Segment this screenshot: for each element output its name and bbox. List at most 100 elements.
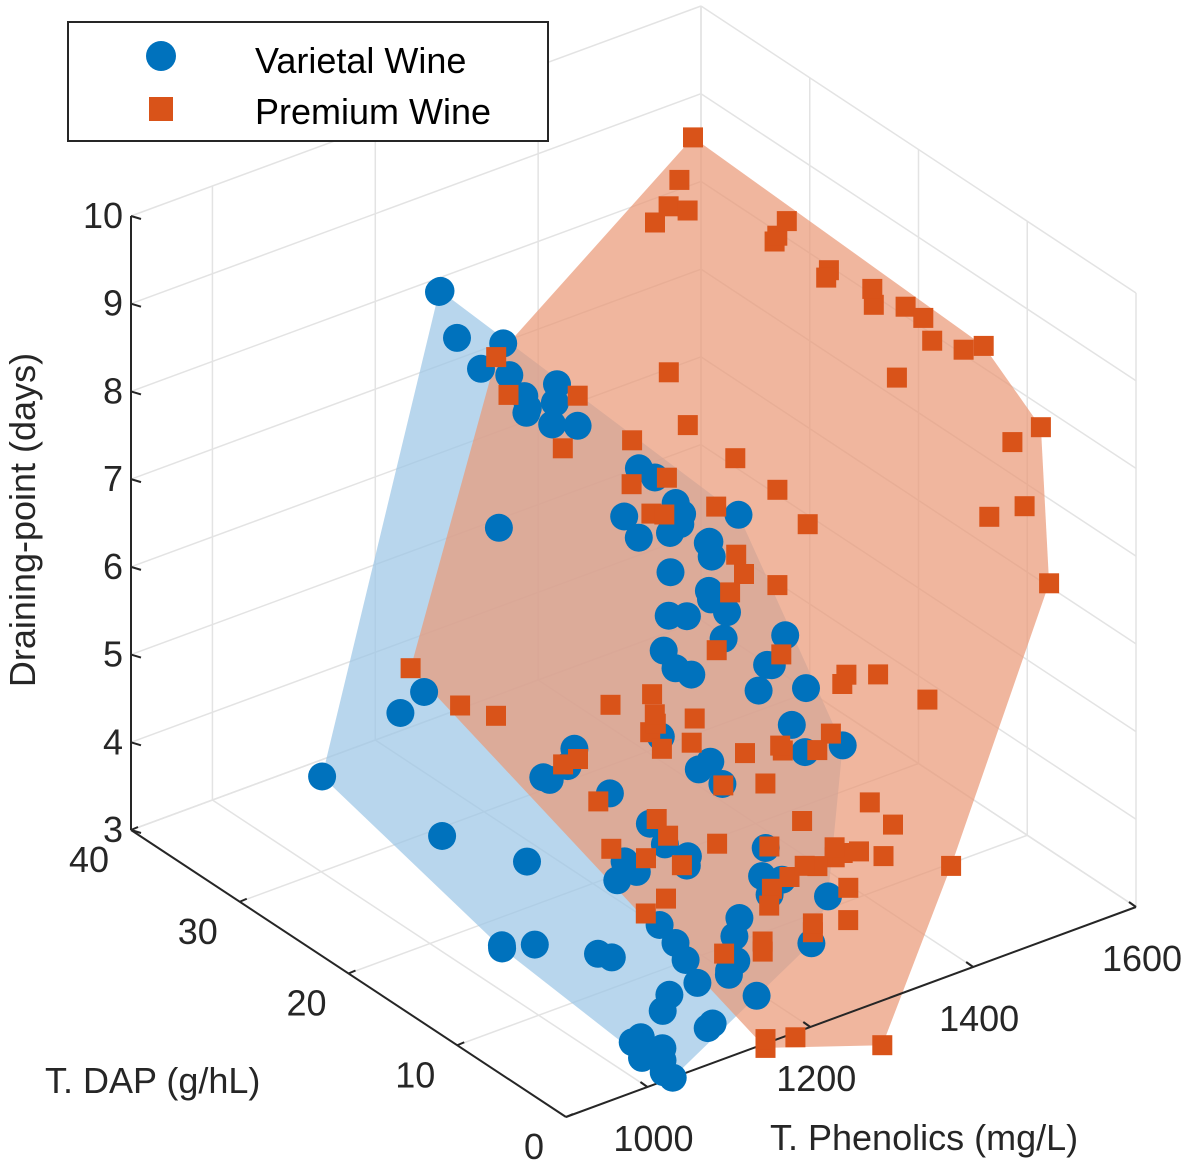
varietal-point [693, 529, 722, 557]
x-tick-label: 30 [178, 911, 218, 952]
z-tick-label: 6 [103, 546, 123, 587]
varietal-point [683, 968, 712, 997]
tick-labels: 3 4 5 6 7 8 9 10 0 10 20 30 40 1000 1200 1400 1600 [69, 195, 1182, 1167]
varietal-point [724, 500, 753, 529]
varietal-point [684, 755, 713, 784]
varietal-point [428, 822, 457, 850]
y-tick-mark [802, 1021, 811, 1028]
premium-point [658, 362, 679, 383]
premium-point [883, 814, 903, 835]
varietal-point [792, 674, 820, 703]
premium-point [684, 708, 705, 729]
varietal-point [814, 882, 842, 911]
z-tick-label: 10 [83, 195, 123, 236]
premium-point [568, 749, 588, 769]
z-tick-mark [130, 478, 142, 484]
varietal-point [655, 980, 684, 1009]
premium-point [917, 689, 938, 710]
premium-point [979, 506, 1000, 527]
premium-point [600, 694, 621, 715]
varietal-point [777, 710, 806, 739]
premium-point [820, 723, 841, 744]
varietal-point [648, 1046, 677, 1075]
premium-point [683, 127, 703, 148]
x-tick-label: 20 [286, 983, 326, 1024]
premium-point [872, 1035, 893, 1056]
varietal-point [656, 558, 685, 587]
points-layer [308, 127, 1060, 1092]
premium-point [816, 267, 837, 288]
premium-point [859, 792, 880, 813]
premium-point [486, 347, 507, 368]
x-tick-mark [239, 897, 248, 903]
varietal-point [672, 602, 701, 631]
premium-point [567, 385, 588, 406]
premium-point [953, 339, 974, 360]
premium-point [913, 307, 934, 328]
premium-point [824, 837, 845, 858]
premium-point [838, 877, 859, 898]
premium-point [802, 913, 823, 934]
premium-point [713, 775, 734, 796]
varietal-point [513, 847, 541, 876]
x-tick-mark [456, 1041, 465, 1047]
premium-point [486, 705, 506, 726]
premium-point [622, 430, 643, 451]
varietal-point [698, 1009, 727, 1038]
premium-point [707, 833, 728, 854]
premium-point [681, 732, 702, 753]
premium-point [621, 474, 642, 495]
y-tick-mark [965, 961, 974, 968]
y-tick-label: 1400 [939, 998, 1019, 1039]
premium-point [658, 196, 679, 217]
varietal-point [513, 394, 542, 422]
premium-point [849, 841, 869, 862]
varietal-point [694, 576, 723, 605]
z-tick-mark [130, 215, 142, 220]
premium-point [677, 200, 698, 221]
x-tick-mark [348, 969, 356, 975]
premium-point [755, 1029, 776, 1050]
varietal-point [744, 676, 773, 705]
x-tick-label: 40 [69, 839, 109, 880]
premium-point [656, 467, 677, 488]
z-tick-mark [130, 390, 142, 396]
varietal-point [443, 323, 471, 352]
varietal-point [624, 523, 653, 552]
premium-point [735, 743, 755, 764]
premium-point [863, 294, 884, 315]
premium-point [552, 438, 573, 459]
premium-point [669, 169, 690, 190]
premium-point [635, 903, 656, 924]
z-tick-label: 4 [103, 721, 123, 762]
varietal-point [584, 939, 612, 968]
gridline [212, 799, 648, 1088]
z-tick-mark [130, 565, 142, 571]
legend-label-varietal: Varietal Wine [255, 40, 466, 81]
varietal-point [308, 762, 337, 791]
gridline [130, 93, 702, 305]
z-tick-label: 8 [103, 370, 123, 411]
premium-point [677, 415, 698, 436]
premium-point [734, 564, 754, 584]
varietal-point [610, 502, 639, 531]
gridline [700, 5, 1137, 294]
varietal-point [540, 388, 569, 417]
premium-point [759, 836, 780, 857]
y-axis-label: T. Phenolics (mg/L) [770, 1117, 1078, 1158]
premium-point [868, 664, 889, 685]
varietal-point [720, 922, 749, 951]
z-tick-label: 7 [103, 458, 123, 499]
premium-point [973, 335, 994, 356]
y-tick-label: 1600 [1102, 938, 1182, 979]
x-tick-mark [565, 1113, 574, 1118]
premium-point [873, 846, 894, 867]
y-tick-mark [639, 1081, 649, 1088]
y-tick-mark [1128, 901, 1137, 908]
gridline [130, 180, 702, 393]
premium-point [922, 330, 943, 351]
premium-point [785, 1027, 806, 1048]
premium-point [656, 888, 676, 909]
premium-point [794, 855, 815, 876]
